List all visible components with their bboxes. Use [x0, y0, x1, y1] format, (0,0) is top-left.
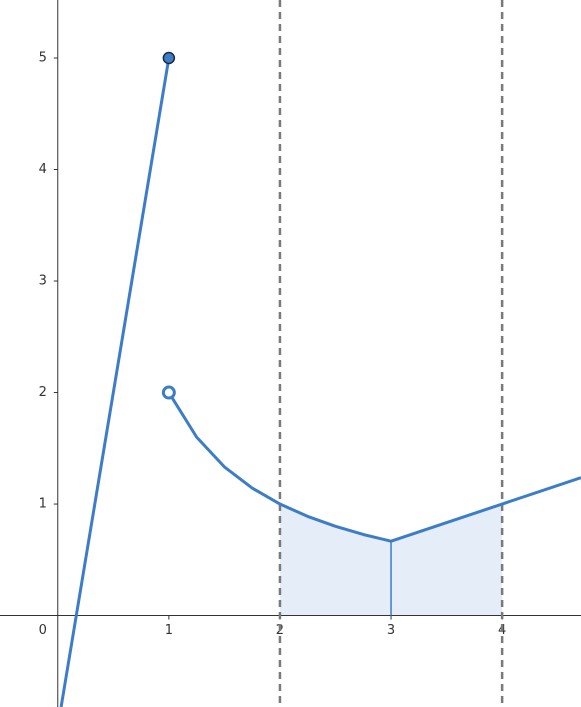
y-tick-label: 5 — [39, 50, 47, 65]
open-point — [161, 385, 176, 400]
x-tick-label: 3 — [387, 623, 395, 638]
closed-point — [162, 51, 176, 65]
x-tick-label: 1 — [165, 623, 173, 638]
function-curve — [59, 57, 171, 707]
y-tick-label: 3 — [39, 274, 47, 289]
origin-label: 0 — [39, 623, 47, 638]
y-tick-label: 1 — [39, 497, 47, 512]
y-tick-label: 4 — [39, 162, 47, 177]
function-curve — [167, 391, 581, 543]
y-tick-label: 2 — [39, 385, 47, 400]
